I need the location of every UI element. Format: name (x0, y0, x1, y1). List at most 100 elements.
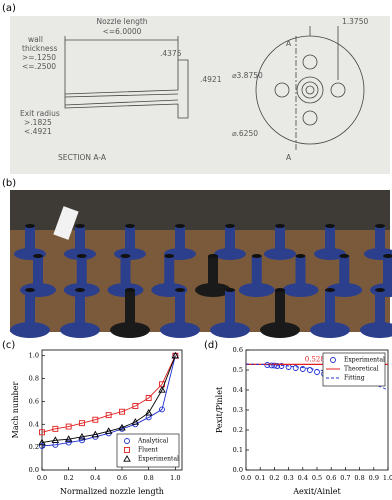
nozzle-tube (275, 290, 285, 330)
nozzle-tube (75, 226, 85, 254)
panel-label: (c) (2, 340, 15, 351)
nozzle-tip (25, 224, 35, 228)
legend-label: Experimental (138, 456, 179, 463)
nozzle-tube (75, 290, 85, 330)
data-point (38, 438, 46, 446)
x-tick-label: 0.2 (63, 474, 73, 482)
x-tick-label: 0.1 (255, 474, 265, 482)
legend-marker (124, 447, 130, 453)
nozzle-tip (225, 224, 235, 228)
hub (296, 76, 324, 104)
x-tick-label: 0.3 (283, 474, 293, 482)
dim-text: 1.3750 (342, 17, 368, 26)
nozzle-tip (375, 224, 385, 228)
nozzle-tube (25, 290, 35, 330)
legend-label: Fluent (138, 447, 158, 454)
nozzle-tip (275, 288, 285, 292)
x-tick-label: 0.2 (269, 474, 279, 482)
bolt-hole (274, 82, 290, 98)
y-tick-label: 0.6 (233, 346, 243, 354)
data-point (144, 408, 153, 416)
data-point (299, 366, 306, 372)
x-tick-label: 0.4 (90, 474, 100, 482)
drawing-background (10, 16, 390, 174)
data-point (52, 425, 59, 432)
dim-text: <.4921 (24, 127, 52, 136)
y-tick-label: 0.8 (29, 375, 39, 383)
nozzle-tip (275, 224, 285, 228)
nozzle-tip (125, 224, 135, 228)
y-tick-label: 0.3 (233, 406, 243, 414)
series-line (245, 363, 389, 391)
section-label: SECTION A-A (58, 153, 107, 162)
legend-marker (330, 357, 336, 363)
data-point (131, 418, 140, 425)
legend-label: Theoretical (344, 366, 379, 373)
legend-label: Experimental (344, 357, 385, 364)
nozzle-tube (125, 290, 135, 330)
data-point (132, 403, 139, 409)
plot-frame (41, 349, 183, 471)
nozzle-tube (375, 226, 385, 254)
data-point (158, 386, 166, 393)
data-point (79, 420, 85, 427)
data-point (65, 423, 72, 430)
x-axis-label: Normalized nozzle length (60, 487, 164, 496)
nozzle-tip (75, 224, 85, 228)
dim-text: ⌀.6250 (232, 129, 258, 138)
nozzle-tube (76, 256, 87, 290)
data-point (39, 443, 45, 449)
x-tick-label: 0.7 (340, 474, 350, 482)
x-tick-label: 0.8 (354, 474, 364, 482)
x-axis-label: Aexit/Ainlet (292, 487, 341, 496)
dim-text: >.1825 (24, 118, 52, 127)
nozzle-tube (375, 290, 385, 330)
data-point (274, 363, 281, 369)
y-tick-label: 0.2 (233, 426, 243, 434)
legend-box (322, 352, 386, 387)
data-point (91, 430, 100, 438)
nozzle-tip (175, 288, 185, 292)
cut-label: A (286, 153, 292, 162)
nozzle-tube (225, 290, 235, 330)
nozzle-tube (120, 256, 131, 290)
x-tick-label: 0.0 (241, 474, 251, 482)
y-tick-label: 0.6 (29, 397, 39, 405)
dim-text: <=6.0000 (103, 27, 142, 36)
dim-text: <=.2500 (22, 62, 56, 71)
y-tick-label: 0.4 (29, 420, 39, 428)
nozzle-tip (164, 254, 175, 258)
data-point (171, 351, 180, 359)
nozzle-tip (120, 254, 131, 258)
nozzle-tip (208, 254, 218, 258)
data-point (118, 423, 126, 431)
technical-drawing: Nozzle length <=6.0000 .4375 .4921 wall … (20, 17, 368, 162)
data-point (79, 437, 85, 444)
y-tick-label: 0.4 (233, 386, 243, 394)
nozzle-profile (64, 59, 189, 119)
nozzle-tube (325, 226, 335, 254)
nozzle-tube (325, 290, 335, 330)
nozzle-tube (275, 226, 285, 254)
nozzle-tip (175, 224, 185, 228)
data-point (39, 429, 45, 436)
nozzle-tip (325, 224, 335, 228)
data-point (105, 412, 112, 419)
bolt-hole (302, 110, 318, 126)
series-line (41, 355, 176, 444)
x-tick-label: 0.9 (369, 474, 379, 482)
nozzle-tip (125, 288, 135, 292)
paper-sheet (53, 206, 79, 240)
bolt-hole (330, 82, 346, 98)
dim-text: Nozzle length (96, 17, 147, 26)
nozzle-tip (295, 254, 306, 258)
data-point (104, 427, 113, 434)
data-point (78, 432, 86, 440)
inner-wall (64, 99, 179, 106)
photo (10, 190, 392, 338)
y-tick-label: 0.1 (233, 446, 243, 454)
x-tick-label: 0.5 (312, 474, 322, 482)
dim-text: wall (28, 35, 43, 44)
nozzle-tube (295, 256, 306, 290)
data-point (314, 369, 320, 375)
